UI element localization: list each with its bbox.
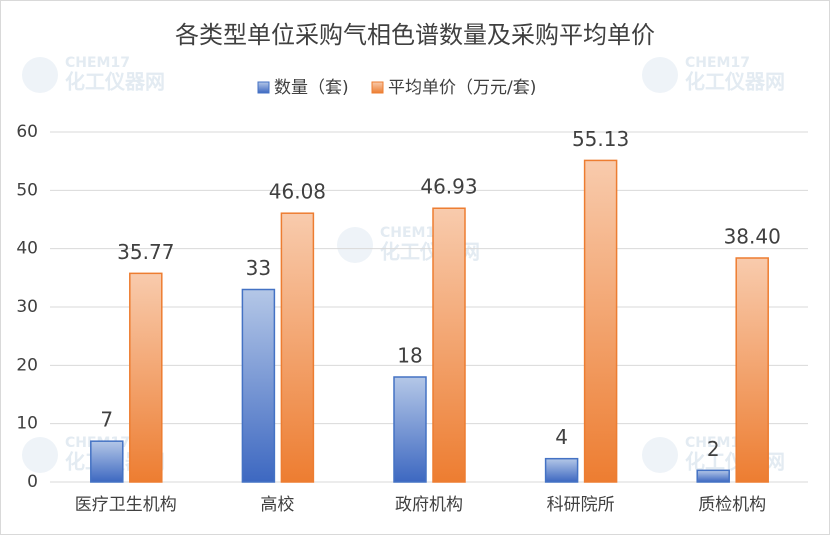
bar bbox=[544, 457, 579, 483]
y-tick-label: 30 bbox=[16, 297, 38, 317]
watermark-logo bbox=[22, 57, 58, 93]
watermark: 化工仪器网 bbox=[685, 70, 785, 94]
data-label: 7 bbox=[100, 408, 113, 432]
watermark: 化工仪器网 bbox=[65, 70, 165, 94]
bar bbox=[696, 469, 730, 483]
x-tick-label: 质检机构 bbox=[698, 495, 766, 515]
x-tick-label: 医疗卫生机构 bbox=[75, 495, 177, 515]
watermark-logo bbox=[337, 227, 373, 263]
data-label: 38.40 bbox=[724, 225, 781, 249]
chart-title: 各类型单位采购气相色谱数量及采购平均单价 bbox=[175, 21, 655, 49]
bar bbox=[129, 272, 163, 483]
x-tick-label: 科研院所 bbox=[547, 495, 615, 515]
bar bbox=[241, 288, 276, 483]
watermark: CHEM17 bbox=[65, 55, 130, 71]
bar bbox=[393, 376, 427, 483]
y-tick-label: 50 bbox=[16, 180, 38, 200]
watermark: CHEM17 bbox=[380, 225, 445, 241]
x-tick-label: 政府机构 bbox=[395, 495, 463, 515]
y-tick-label: 0 bbox=[27, 472, 38, 492]
data-label: 33 bbox=[246, 256, 271, 280]
bar bbox=[90, 440, 124, 483]
data-label: 4 bbox=[555, 425, 568, 449]
legend-label: 数量（套) bbox=[274, 78, 349, 98]
legend-swatch bbox=[371, 81, 384, 94]
data-label: 55.13 bbox=[572, 127, 629, 151]
y-tick-label: 10 bbox=[16, 414, 38, 434]
data-label: 46.93 bbox=[420, 175, 477, 199]
y-tick-label: 60 bbox=[16, 122, 38, 142]
watermark-logo bbox=[642, 57, 678, 93]
watermark: CHEM17 bbox=[685, 435, 750, 451]
data-label: 46.08 bbox=[269, 180, 326, 204]
bar bbox=[432, 207, 466, 483]
bar bbox=[735, 257, 769, 483]
data-label: 35.77 bbox=[117, 240, 174, 264]
legend-swatch bbox=[257, 81, 270, 94]
bar bbox=[583, 159, 618, 483]
watermark-logo bbox=[22, 437, 58, 473]
y-tick-label: 40 bbox=[16, 239, 38, 259]
data-label: 2 bbox=[707, 437, 720, 461]
watermark-logo bbox=[642, 437, 678, 473]
bar bbox=[280, 212, 315, 483]
data-label: 18 bbox=[397, 344, 422, 368]
legend-label: 平均单价（万元/套) bbox=[388, 78, 536, 98]
x-tick-label: 高校 bbox=[260, 495, 294, 515]
watermark: CHEM17 bbox=[685, 55, 750, 71]
y-tick-label: 20 bbox=[16, 355, 38, 375]
